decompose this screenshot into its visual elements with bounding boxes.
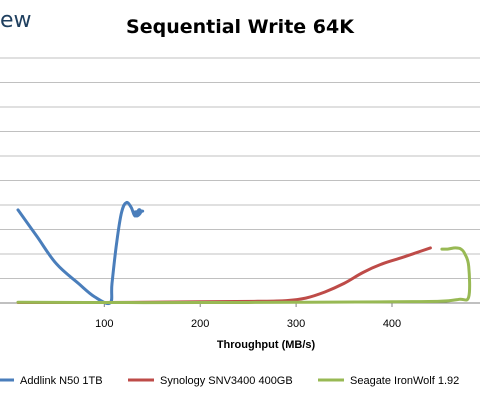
series-line-1 — [16, 200, 145, 306]
legend: Addlink N50 1TB Synology SNV3400 400GB Sea… — [0, 375, 459, 387]
series-line-2 — [16, 246, 432, 305]
x-tick-label: 300 — [287, 318, 305, 330]
legend-label: Addlink N50 1TB — [20, 375, 103, 387]
brand-logo-fragment: ew — [0, 8, 32, 33]
x-axis-ticks: 100 200 300 400 — [95, 303, 401, 330]
legend-label: Synology SNV3400 400GB — [160, 375, 293, 387]
chart-title: Sequential Write 64K — [126, 16, 355, 38]
legend-item-1: Addlink N50 1TB — [0, 375, 103, 387]
x-tick-label: 200 — [191, 318, 209, 330]
gridlines — [0, 57, 480, 304]
series-lines — [16, 200, 472, 306]
x-axis-title: Throughput (MB/s) — [217, 339, 316, 351]
x-tick-label: 400 — [383, 318, 401, 330]
legend-label: Seagate IronWolf 1.92 — [350, 375, 459, 387]
legend-item-2: Synology SNV3400 400GB — [128, 375, 293, 387]
legend-item-3: Seagate IronWolf 1.92 — [318, 375, 459, 387]
series-line-3 — [16, 246, 472, 305]
x-tick-label: 100 — [95, 318, 113, 330]
